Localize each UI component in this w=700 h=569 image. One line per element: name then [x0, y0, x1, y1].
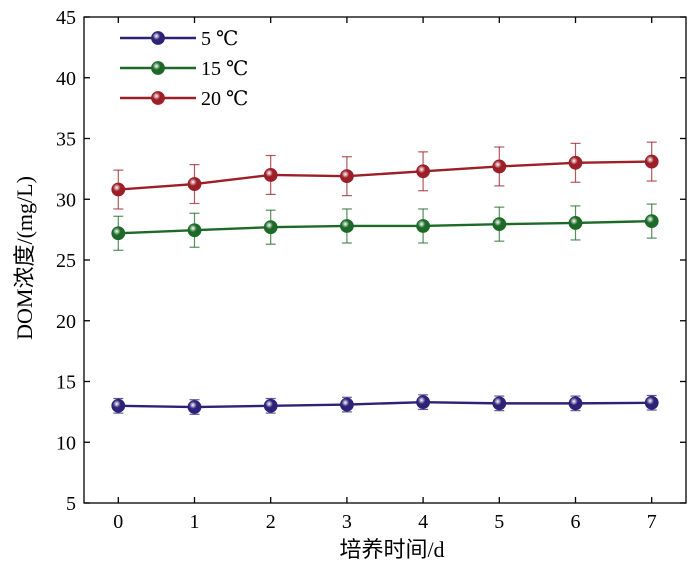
series-0-point: [111, 398, 126, 413]
series-0-point: [187, 400, 202, 414]
x-axis-title: 培养时间/d: [339, 537, 444, 562]
series-2-point: [492, 159, 507, 174]
y-tick-label: 5: [66, 493, 76, 515]
series-lines: [118, 160, 652, 409]
series-2-point: [568, 155, 583, 170]
legend: 5 ℃ 15 ℃ 20 ℃: [120, 28, 248, 110]
series-0-point: [568, 396, 583, 411]
y-tick-label: 30: [56, 189, 76, 211]
y-tick-label: 40: [56, 68, 76, 90]
y-tick-label: 10: [56, 432, 76, 454]
series-1-line: [118, 219, 652, 235]
plot-frame: [83, 16, 687, 504]
series-2-point: [111, 182, 126, 197]
x-tick-label: 4: [418, 511, 428, 533]
x-tick-label: 6: [571, 511, 581, 533]
series-2-point: [187, 177, 202, 191]
legend-label-1: 15 ℃: [201, 58, 248, 80]
x-tick-label: 3: [342, 511, 352, 533]
x-tick-label: 5: [494, 511, 504, 533]
legend-marker-0: [151, 31, 165, 45]
series-1-point: [187, 223, 202, 238]
x-tick-label: 2: [266, 511, 276, 533]
series-2-point: [263, 168, 278, 182]
x-tick-label: 1: [189, 511, 199, 533]
series-2-point: [339, 169, 354, 184]
y-axis-title: DOM浓度/(mg/L): [12, 176, 37, 340]
series-2-point: [416, 164, 431, 179]
y-tick-label: 35: [56, 129, 76, 151]
series-0-point: [339, 397, 354, 412]
x-tick-label: 0: [113, 511, 123, 533]
legend-label-2: 20 ℃: [201, 88, 248, 110]
legend-marker-2: [151, 91, 165, 105]
series-0-point: [492, 396, 507, 411]
legend-marker-1: [151, 61, 165, 75]
y-tick-label: 15: [56, 372, 76, 394]
series-1-point: [492, 217, 507, 232]
series-2-point: [644, 154, 659, 169]
series-1-point: [568, 216, 583, 230]
series-0-point: [263, 398, 278, 413]
series-1-point: [644, 214, 659, 229]
x-tick-label: 7: [647, 511, 657, 533]
series-0-point: [644, 395, 659, 410]
y-tick-label: 25: [56, 250, 76, 272]
series-2-line: [118, 160, 652, 191]
series-1-point: [416, 219, 431, 233]
series-1-point: [263, 220, 278, 235]
y-tick-label: 20: [56, 311, 76, 333]
series-0-line: [118, 400, 652, 409]
series-1-point: [111, 226, 126, 241]
data-points: [111, 154, 659, 414]
series-0-point: [416, 395, 431, 410]
series-1-point: [339, 219, 354, 233]
y-tick-label: 45: [56, 7, 76, 29]
legend-label-0: 5 ℃: [201, 28, 238, 50]
